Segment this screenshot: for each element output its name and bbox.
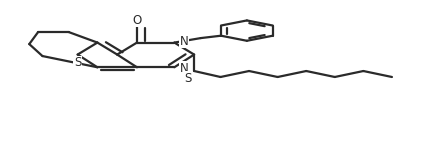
Text: S: S <box>184 72 191 85</box>
Text: O: O <box>132 14 142 27</box>
Text: N: N <box>179 35 188 48</box>
Text: N: N <box>179 62 188 75</box>
Text: S: S <box>74 56 81 69</box>
